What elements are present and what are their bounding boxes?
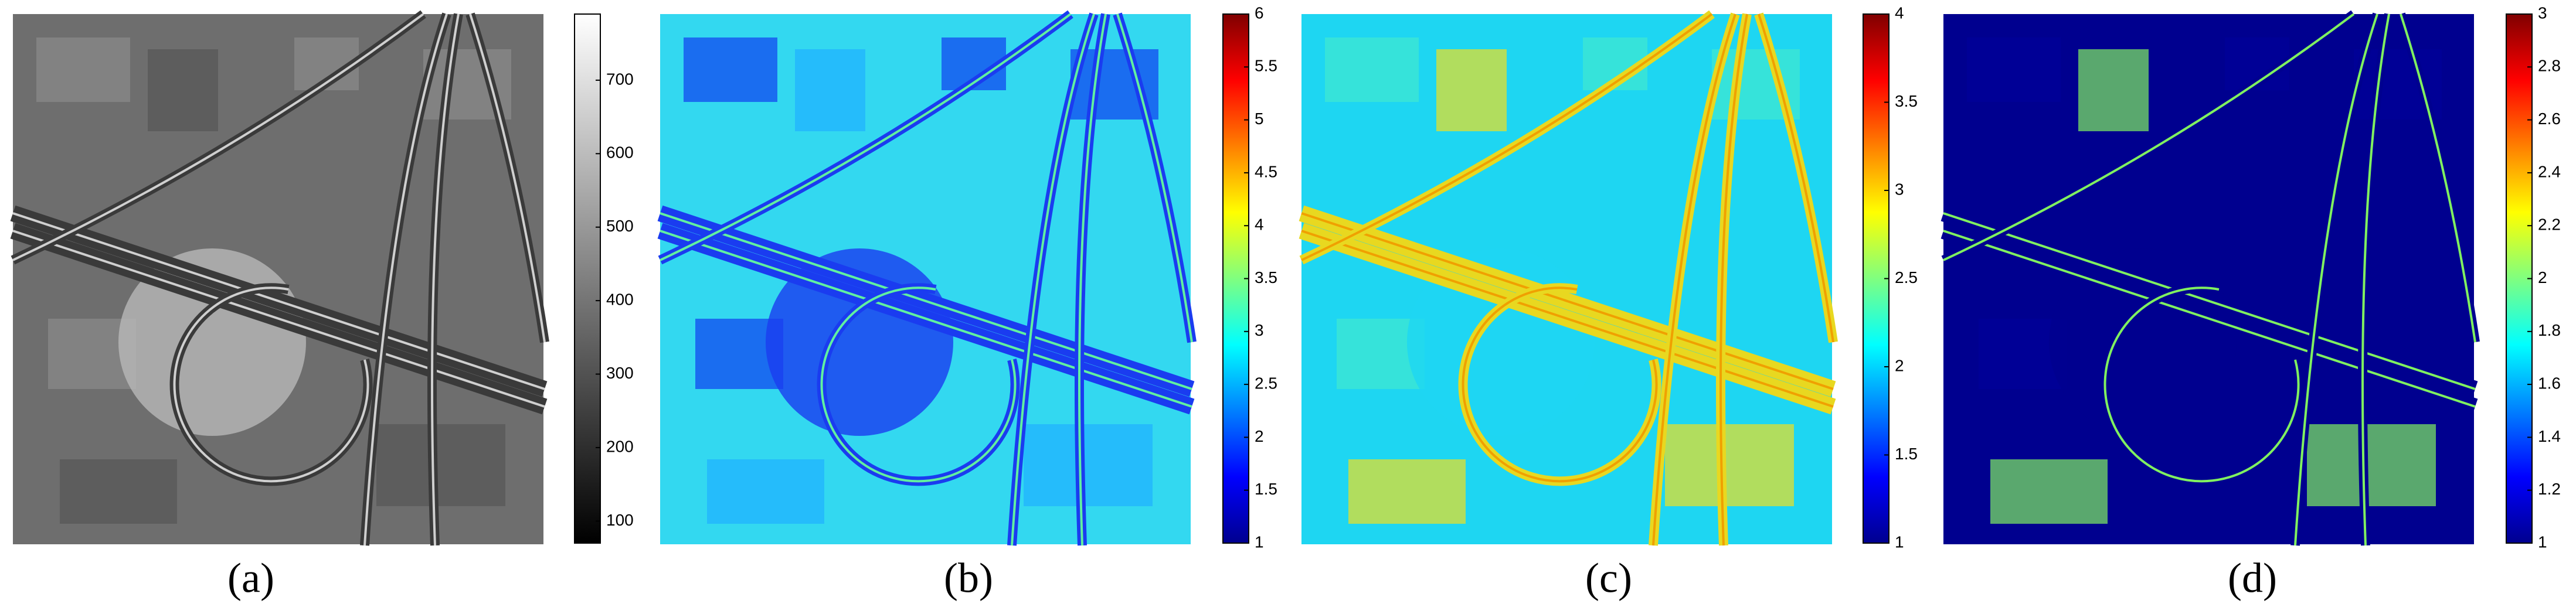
colorbar-tick-label: 100 xyxy=(606,511,634,529)
field xyxy=(1665,424,1794,506)
road-edge xyxy=(1758,13,1834,343)
colorbar-tick-label: 2.5 xyxy=(1895,268,1918,286)
field xyxy=(707,459,824,524)
image xyxy=(657,10,1197,546)
road-edge xyxy=(2400,13,2476,343)
road-edge xyxy=(2103,286,2300,483)
field xyxy=(1325,37,1419,102)
field xyxy=(148,49,218,131)
colorbar-tick-label: 700 xyxy=(606,70,634,88)
colorbar xyxy=(574,13,601,544)
field xyxy=(1024,424,1153,506)
road-edge xyxy=(660,230,1192,408)
colorbar-tick-label: 2.6 xyxy=(2538,110,2561,128)
road-edge xyxy=(173,286,369,483)
colorbar-tick-label: 2 xyxy=(1255,427,1264,445)
road-edge xyxy=(363,13,448,546)
image xyxy=(10,10,549,546)
colorbar-tick-label: 1.8 xyxy=(2538,321,2561,339)
colorbar-tick-label: 6 xyxy=(1255,4,1264,22)
panel: 1 1.5 2 2.5 3 3.5 4 4.5 5 5.5 6 (b) xyxy=(657,4,1277,602)
colorbar-tick-label: 600 xyxy=(606,144,634,162)
road-edge xyxy=(2294,13,2378,546)
road-edge xyxy=(1078,13,1107,546)
colorbar-tick-label: 2.2 xyxy=(2538,216,2561,234)
colorbar-tick-label: 3.5 xyxy=(1895,92,1918,110)
field xyxy=(60,459,177,524)
road-edge xyxy=(431,13,460,546)
panel-label: (d) xyxy=(2228,555,2277,602)
colorbar-tick-label: 4 xyxy=(1895,4,1904,22)
colorbar-tick-label: 1.5 xyxy=(1255,480,1277,498)
colorbar-tick-label: 4.5 xyxy=(1255,162,1277,180)
field xyxy=(1967,37,2061,102)
road-edge xyxy=(1652,13,1736,546)
field xyxy=(2078,49,2149,131)
road-edge xyxy=(1301,230,1834,408)
road-edge xyxy=(12,212,545,390)
colorbar-tick-label: 3.5 xyxy=(1255,268,1277,286)
road-edge xyxy=(12,230,545,408)
road-edge xyxy=(1301,212,1834,390)
colorbar-tick-label: 1 xyxy=(1255,533,1264,551)
road-edge xyxy=(12,13,424,261)
field xyxy=(1990,459,2108,524)
colorbar-tick-label: 3 xyxy=(2538,4,2547,22)
road-edge xyxy=(1719,13,1748,546)
field xyxy=(1348,459,1466,524)
field xyxy=(684,37,777,102)
field xyxy=(795,49,865,131)
road-edge xyxy=(660,212,1192,390)
panel-label: (a) xyxy=(227,555,274,602)
colorbar-tick-label: 1.4 xyxy=(2538,427,2561,445)
colorbar-tick-label: 200 xyxy=(606,437,634,455)
colorbar-tick-label: 2.8 xyxy=(2538,57,2561,75)
image xyxy=(1299,10,1838,546)
colorbar-tick-label: 1.6 xyxy=(2538,374,2561,392)
colorbar-tick-label: 1 xyxy=(2538,533,2547,551)
field xyxy=(1436,49,1507,131)
colorbar-tick-label: 3 xyxy=(1255,321,1264,339)
colorbar-tick-label: 2 xyxy=(1895,356,1904,374)
road-edge xyxy=(820,286,1017,483)
field xyxy=(36,37,130,102)
colorbar-tick-label: 2.4 xyxy=(2538,162,2561,180)
colorbar-tick-label: 500 xyxy=(606,217,634,235)
colorbar-tick-label: 2.5 xyxy=(1255,374,1277,392)
panel-label: (c) xyxy=(1585,555,1632,602)
colorbar-tick-label: 1.5 xyxy=(1895,445,1918,463)
colorbar-tick-label: 400 xyxy=(606,291,634,309)
road-edge xyxy=(1943,230,2476,408)
colorbar-tick-label: 5.5 xyxy=(1255,57,1277,75)
colorbar-tick-label: 4 xyxy=(1255,216,1264,234)
colorbar-tick-label: 1.2 xyxy=(2538,480,2561,498)
image xyxy=(1941,10,2480,546)
road-edge xyxy=(2361,13,2390,546)
road-edge xyxy=(1462,286,1658,483)
field xyxy=(376,424,505,506)
colorbar-tick-label: 2 xyxy=(2538,268,2547,286)
colorbar-tick-label: 300 xyxy=(606,364,634,382)
panel-label: (b) xyxy=(944,555,993,602)
road-edge xyxy=(1011,13,1095,546)
field xyxy=(2307,424,2436,506)
road-edge xyxy=(469,13,546,343)
colorbar-tick-label: 5 xyxy=(1255,110,1264,128)
panel: 100 200 300 400 500 600 700 (a) xyxy=(10,10,634,602)
road-edge xyxy=(1943,212,2476,390)
colorbar-tick-label: 3 xyxy=(1895,180,1904,198)
road-edge xyxy=(1116,13,1193,343)
colorbar-tick-label: 1 xyxy=(1895,533,1904,551)
panel: 1 1.5 2 2.5 3 3.5 4 (c) xyxy=(1299,4,1918,602)
road-edge xyxy=(1301,13,1713,261)
road-edge xyxy=(660,13,1072,261)
panel: 1 1.2 1.4 1.6 1.8 2 2.2 2.4 2.6 2.8 3 (d) xyxy=(1941,4,2561,602)
road-edge xyxy=(1943,13,2355,261)
